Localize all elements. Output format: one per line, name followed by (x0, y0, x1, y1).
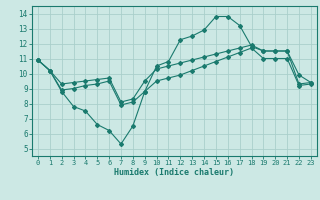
X-axis label: Humidex (Indice chaleur): Humidex (Indice chaleur) (115, 168, 234, 177)
